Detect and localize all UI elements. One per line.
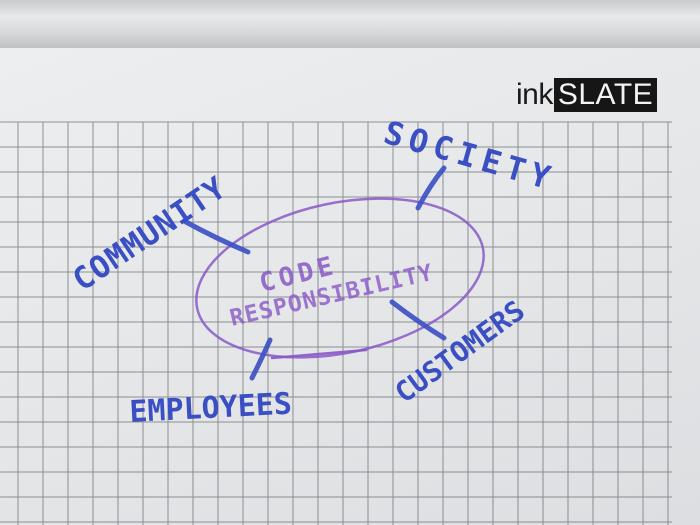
connector-society	[415, 165, 447, 211]
brand-prefix: ink	[516, 78, 553, 111]
connector-lines	[183, 165, 447, 381]
connector-employees	[249, 337, 273, 381]
node-label-employees: EMPLOYEES	[129, 387, 293, 430]
connector-customers	[389, 299, 447, 341]
brand-logo: ink SLATE	[516, 78, 658, 112]
brand-suffix: SLATE	[553, 78, 658, 112]
connector-employees-base	[270, 348, 368, 360]
node-label-society: SOCIETY	[380, 113, 560, 198]
connector-community	[183, 219, 251, 255]
grid-lines	[0, 121, 672, 525]
board-surface	[0, 48, 700, 525]
node-label-customers: CUSTOMERS	[389, 294, 531, 410]
